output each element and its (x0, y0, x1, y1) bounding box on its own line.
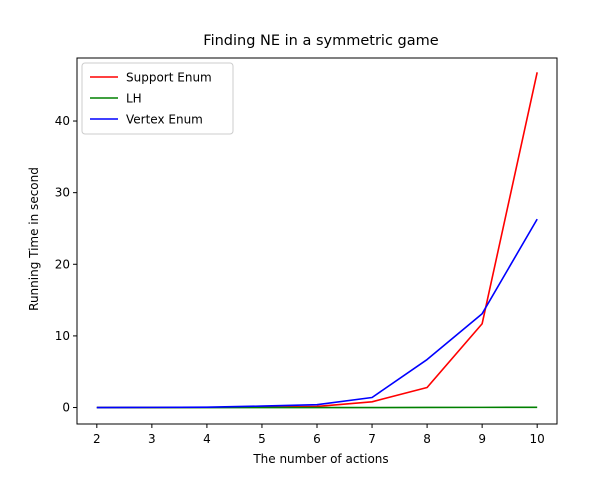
y-axis-label: Running Time in second (27, 167, 41, 311)
x-tick-label: 3 (148, 432, 156, 446)
x-tick-label: 2 (93, 432, 101, 446)
x-tick-label: 6 (313, 432, 321, 446)
x-tick-label: 9 (478, 432, 486, 446)
x-tick-label: 7 (368, 432, 376, 446)
legend-label-2: Vertex Enum (126, 113, 203, 127)
chart-title: Finding NE in a symmetric game (203, 33, 438, 49)
y-tick-label: 40 (55, 114, 70, 128)
x-tick-label: 8 (423, 432, 431, 446)
y-tick-label: 0 (62, 401, 70, 415)
x-axis-label: The number of actions (252, 452, 388, 466)
x-tick-label: 10 (530, 432, 545, 446)
legend-label-0: Support Enum (126, 71, 212, 85)
legend: Support Enum LH Vertex Enum (82, 63, 233, 134)
x-tick-label: 5 (258, 432, 266, 446)
y-tick-label: 30 (55, 186, 70, 200)
y-tick-label: 10 (55, 329, 70, 343)
y-tick-label: 20 (55, 257, 70, 271)
x-tick-label: 4 (203, 432, 211, 446)
legend-label-1: LH (126, 92, 142, 106)
